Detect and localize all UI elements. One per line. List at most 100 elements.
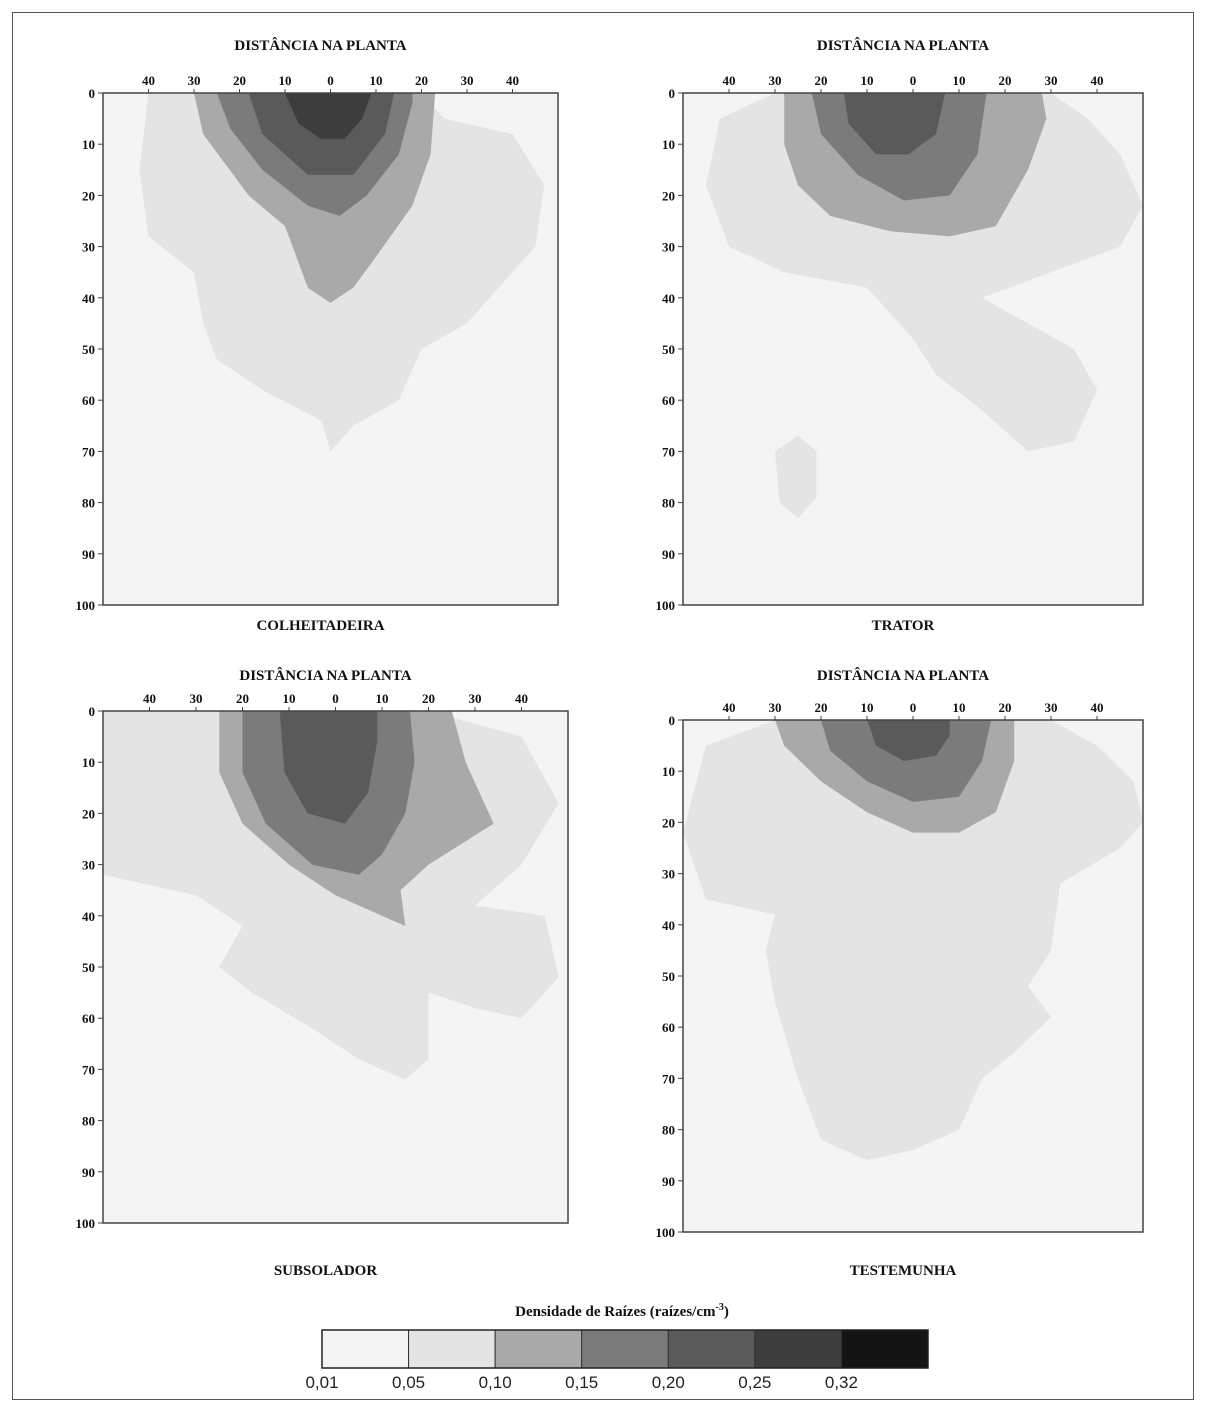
legend: Densidade de Raízes (raízes/cm-3) 0,01 0,0… bbox=[305, 1302, 929, 1392]
legend-tick-label: 0,32 bbox=[825, 1373, 858, 1392]
panel-testemunha: 40 30 20 10 0 10 20 30 400102030405060708090100D… bbox=[656, 667, 1144, 1279]
trator-x-tick-label: 20 bbox=[999, 73, 1012, 88]
trator-y-tick-label: 0 bbox=[669, 86, 676, 101]
legend-tick-label: 0,25 bbox=[738, 1373, 771, 1392]
subsolador-panel-title: DISTÂNCIA NA PLANTA bbox=[239, 667, 411, 684]
colheitadeira-panel-title: DISTÂNCIA NA PLANTA bbox=[234, 37, 406, 54]
colheitadeira-y-tick-label: 10 bbox=[82, 137, 95, 152]
colheitadeira-x-tick-label: 30 bbox=[188, 73, 201, 88]
colheitadeira-x-tick-label: 10 bbox=[279, 73, 292, 88]
testemunha-y-tick-label: 0 bbox=[669, 713, 676, 728]
trator-x-tick-label: 40 bbox=[723, 73, 736, 88]
panel-colheitadeira: 40 30 20 10 0 10 20 30 400102030405060708090100D… bbox=[76, 37, 559, 634]
subsolador-y-tick-label: 50 bbox=[82, 960, 95, 975]
legend-swatch bbox=[840, 1329, 929, 1369]
trator-panel-title: DISTÂNCIA NA PLANTA bbox=[817, 37, 989, 54]
colheitadeira-y-tick-label: 0 bbox=[89, 86, 96, 101]
colheitadeira-y-tick-label: 70 bbox=[82, 444, 95, 459]
subsolador-x-tick-label: 10 bbox=[283, 691, 296, 706]
colheitadeira-y-tick-label: 20 bbox=[82, 188, 95, 203]
colheitadeira-treatment-label: COLHEITADEIRA bbox=[256, 618, 384, 634]
testemunha-x-tick-label: 40 bbox=[1091, 700, 1104, 715]
trator-x-tick-label: 30 bbox=[1045, 73, 1058, 88]
testemunha-density-zone-3 bbox=[867, 720, 950, 761]
testemunha-x-tick-label: 20 bbox=[999, 700, 1012, 715]
subsolador-x-tick-label: 20 bbox=[422, 691, 435, 706]
trator-y-tick-label: 80 bbox=[662, 496, 675, 511]
trator-x-tick-label: 40 bbox=[1091, 73, 1104, 88]
colheitadeira-x-tick-label: 40 bbox=[506, 73, 519, 88]
legend-title: Densidade de Raízes (raízes/cm-3) bbox=[515, 1302, 729, 1320]
testemunha-panel-title: DISTÂNCIA NA PLANTA bbox=[817, 667, 989, 684]
legend-swatch bbox=[321, 1329, 410, 1369]
legend-bar-frame bbox=[321, 1329, 929, 1369]
legend-tick-label: 0,10 bbox=[479, 1373, 512, 1392]
subsolador-y-tick-label: 70 bbox=[82, 1062, 95, 1077]
subsolador-density-zone-3 bbox=[279, 711, 378, 824]
legend-swatch bbox=[581, 1329, 669, 1369]
testemunha-density-zone-2 bbox=[821, 720, 992, 802]
trator-density-zone-1 bbox=[775, 436, 817, 518]
subsolador-y-tick-label: 60 bbox=[82, 1011, 95, 1026]
trator-y-tick-label: 40 bbox=[662, 291, 675, 306]
legend-swatch bbox=[408, 1329, 496, 1369]
colheitadeira-x-tick-label: 40 bbox=[142, 73, 155, 88]
subsolador-y-tick-label: 80 bbox=[82, 1114, 95, 1129]
subsolador-x-tick-label: 0 bbox=[332, 691, 339, 706]
testemunha-y-tick-label: 70 bbox=[662, 1071, 675, 1086]
trator-x-tick-label: 10 bbox=[861, 73, 874, 88]
subsolador-y-tick-label: 0 bbox=[89, 704, 96, 719]
legend-title-main: Densidade de Raízes (raízes/cm bbox=[515, 1304, 716, 1320]
testemunha-y-tick-label: 90 bbox=[662, 1174, 675, 1189]
legend-title-superscript: -3 bbox=[716, 1302, 724, 1313]
testemunha-treatment-label: TESTEMUNHA bbox=[850, 1263, 957, 1279]
testemunha-y-tick-label: 80 bbox=[662, 1123, 675, 1138]
trator-y-tick-label: 30 bbox=[662, 240, 675, 255]
legend-swatch bbox=[754, 1329, 842, 1369]
trator-y-tick-label: 70 bbox=[662, 444, 675, 459]
colheitadeira-y-tick-label: 100 bbox=[76, 598, 96, 613]
subsolador-x-tick-label: 20 bbox=[236, 691, 249, 706]
colheitadeira-density-zone-4 bbox=[285, 93, 372, 140]
legend-tick-label: 0,05 bbox=[392, 1373, 425, 1392]
subsolador-treatment-label: SUBSOLADOR bbox=[274, 1263, 378, 1279]
trator-density-zone-4 bbox=[844, 93, 946, 155]
subsolador-x-tick-label: 40 bbox=[515, 691, 528, 706]
trator-x-tick-label: 20 bbox=[815, 73, 828, 88]
colheitadeira-y-tick-label: 80 bbox=[82, 496, 95, 511]
colheitadeira-y-tick-label: 30 bbox=[82, 240, 95, 255]
testemunha-x-tick-label: 30 bbox=[769, 700, 782, 715]
testemunha-y-tick-label: 10 bbox=[662, 764, 675, 779]
colheitadeira-y-tick-label: 90 bbox=[82, 547, 95, 562]
colheitadeira-y-tick-label: 40 bbox=[82, 291, 95, 306]
trator-y-tick-label: 100 bbox=[656, 598, 676, 613]
trator-y-tick-label: 90 bbox=[662, 547, 675, 562]
colheitadeira-x-tick-label: 30 bbox=[461, 73, 474, 88]
panel-subsolador: 40 30 20 10 0 10 20 30 400102030405060708090100D… bbox=[76, 667, 569, 1279]
legend-title-end: ) bbox=[724, 1304, 729, 1320]
panel-trator: 40 30 20 10 0 10 20 30 400102030405060708090100D… bbox=[656, 37, 1144, 634]
colheitadeira-x-tick-label: 0 bbox=[327, 73, 334, 88]
testemunha-x-tick-label: 0 bbox=[910, 700, 917, 715]
testemunha-y-tick-label: 100 bbox=[656, 1225, 676, 1240]
testemunha-y-tick-label: 30 bbox=[662, 867, 675, 882]
trator-treatment-label: TRATOR bbox=[872, 618, 935, 634]
testemunha-x-tick-label: 30 bbox=[1045, 700, 1058, 715]
trator-x-tick-label: 30 bbox=[769, 73, 782, 88]
testemunha-density-zone-0 bbox=[683, 720, 1143, 1161]
testemunha-y-tick-label: 50 bbox=[662, 969, 675, 984]
trator-x-tick-label: 0 bbox=[910, 73, 917, 88]
subsolador-y-tick-label: 20 bbox=[82, 806, 95, 821]
testemunha-x-tick-label: 40 bbox=[723, 700, 736, 715]
legend-tick-label: 0,01 bbox=[305, 1373, 338, 1392]
colheitadeira-x-tick-label: 10 bbox=[370, 73, 383, 88]
testemunha-y-tick-label: 40 bbox=[662, 918, 675, 933]
subsolador-y-tick-label: 100 bbox=[76, 1216, 96, 1231]
subsolador-y-tick-label: 90 bbox=[82, 1165, 95, 1180]
colheitadeira-x-tick-label: 20 bbox=[415, 73, 428, 88]
colheitadeira-y-tick-label: 50 bbox=[82, 342, 95, 357]
testemunha-x-tick-label: 10 bbox=[861, 700, 874, 715]
trator-y-tick-label: 20 bbox=[662, 188, 675, 203]
trator-y-tick-label: 60 bbox=[662, 393, 675, 408]
subsolador-x-tick-label: 10 bbox=[376, 691, 389, 706]
